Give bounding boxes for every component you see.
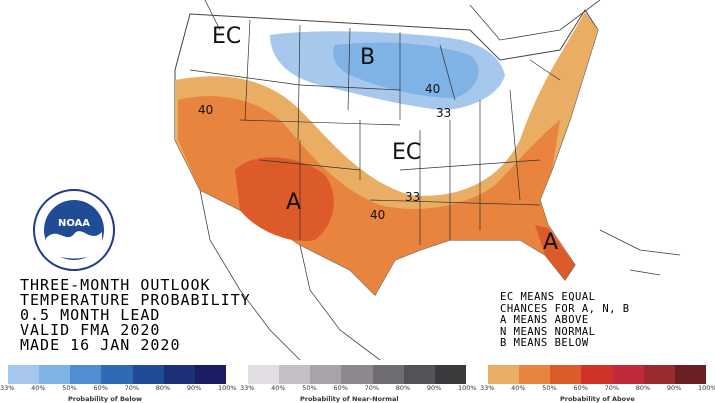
near_normal-swatch-5	[403, 365, 435, 384]
below-swatch-1	[39, 365, 71, 384]
below-color-bar	[8, 365, 226, 384]
noaa-logo-text: NOAA	[58, 218, 90, 229]
title-line-4: VALID FMA 2020	[20, 321, 161, 339]
near_normal-swatch-4	[372, 365, 404, 384]
near_normal-tick-3: 60%	[333, 384, 348, 392]
label-ec-west: EC	[212, 24, 242, 49]
near_normal-swatch-6	[434, 365, 466, 384]
title-line-2: TEMPERATURE PROBABILITY	[20, 291, 251, 309]
above-tick-2: 50%	[542, 384, 557, 392]
above-color-bar	[488, 365, 706, 384]
near_normal-tick-0: 33%	[240, 384, 255, 392]
near-normal-legend-title: Probability of Near-Normal	[300, 395, 399, 403]
near_normal-swatch-0	[248, 365, 280, 384]
above-tick-7: 100%	[698, 384, 715, 392]
key-line-5: B MEANS BELOW	[500, 337, 589, 349]
below-tick-6: 90%	[186, 384, 202, 392]
contour-40-texas: 40	[370, 208, 386, 222]
below-swatch-3	[101, 365, 133, 384]
near_normal-swatch-3	[341, 365, 373, 384]
near_normal-tick-2: 50%	[302, 384, 317, 392]
key-line-3: A MEANS ABOVE	[500, 314, 589, 326]
contour-40-lakes: 40	[425, 82, 441, 96]
outlook-title-block: THREE-MONTH OUTLOOK TEMPERATURE PROBABIL…	[20, 278, 251, 353]
contour-33-lakes: 33	[436, 106, 452, 120]
below-swatch-4	[132, 365, 164, 384]
above-tick-labels: 33% 40% 50% 60% 70% 80% 90% 100%	[480, 384, 715, 394]
below-tick-4: 70%	[124, 384, 140, 392]
below-tick-2: 50%	[62, 384, 77, 392]
above-40-region	[178, 96, 575, 295]
label-a-florida: A	[543, 230, 559, 255]
below-swatch-6	[194, 365, 226, 384]
above-swatch-5	[643, 365, 675, 384]
near_normal-tick-5: 80%	[395, 384, 411, 392]
below-tick-0: 33%	[0, 384, 15, 392]
near_normal-tick-4: 70%	[364, 384, 380, 392]
label-a-southwest: A	[286, 190, 302, 215]
above-tick-0: 33%	[480, 384, 495, 392]
near_normal-tick-6: 90%	[426, 384, 442, 392]
above-swatch-6	[674, 365, 706, 384]
key-line-4: N MEANS NORMAL	[500, 325, 596, 338]
contour-40-west: 40	[198, 103, 214, 117]
below-swatch-5	[163, 365, 195, 384]
state-boundaries	[189, 19, 561, 245]
below-tick-1: 40%	[31, 384, 46, 392]
above-tick-1: 40%	[511, 384, 526, 392]
above-tick-3: 60%	[573, 384, 588, 392]
key-line-2: CHANCES FOR A, N, B	[500, 302, 630, 315]
title-line-1: THREE-MONTH OUTLOOK	[20, 276, 211, 294]
above-50-region	[235, 157, 334, 241]
above-50-florida	[535, 225, 575, 280]
contour-33-plains: 33	[405, 190, 421, 204]
above-swatch-3	[581, 365, 613, 384]
near_normal-tick-1: 40%	[271, 384, 286, 392]
below-tick-labels: 33% 40% 50% 60% 70% 80% 90% 100%	[0, 384, 237, 394]
above-tick-4: 70%	[604, 384, 620, 392]
near_normal-swatch-1	[279, 365, 311, 384]
key-line-1: EC MEANS EQUAL	[500, 291, 596, 303]
title-line-5: MADE 16 JAN 2020	[20, 336, 181, 354]
above-tick-5: 80%	[635, 384, 651, 392]
near-normal-tick-labels: 33% 40% 50% 60% 70% 80% 90% 100%	[240, 384, 477, 394]
above-swatch-2	[550, 365, 582, 384]
above-swatch-0	[488, 365, 520, 384]
noaa-logo: NOAA	[33, 189, 115, 271]
near_normal-tick-7: 100%	[458, 384, 477, 392]
label-b-north: B	[360, 45, 376, 70]
label-ec-central: EC	[392, 140, 422, 165]
neighbor-outlines	[199, 0, 681, 361]
below-40-region	[333, 42, 479, 98]
below-legend-title: Probability of Below	[68, 395, 143, 403]
above-swatch-1	[519, 365, 551, 384]
near_normal-swatch-2	[310, 365, 342, 384]
title-line-3: 0.5 MONTH LEAD	[20, 306, 161, 324]
below-swatch-0	[8, 365, 40, 384]
above-legend-title: Probability of Above	[560, 395, 635, 403]
below-tick-5: 80%	[155, 384, 171, 392]
near-normal-color-bar	[248, 365, 466, 384]
below-tick-3: 60%	[93, 384, 108, 392]
below-tick-7: 100%	[218, 384, 237, 392]
above-swatch-4	[612, 365, 644, 384]
below-swatch-2	[70, 365, 102, 384]
above-tick-6: 90%	[666, 384, 682, 392]
category-key: EC MEANS EQUAL CHANCES FOR A, N, B A MEA…	[500, 291, 630, 350]
